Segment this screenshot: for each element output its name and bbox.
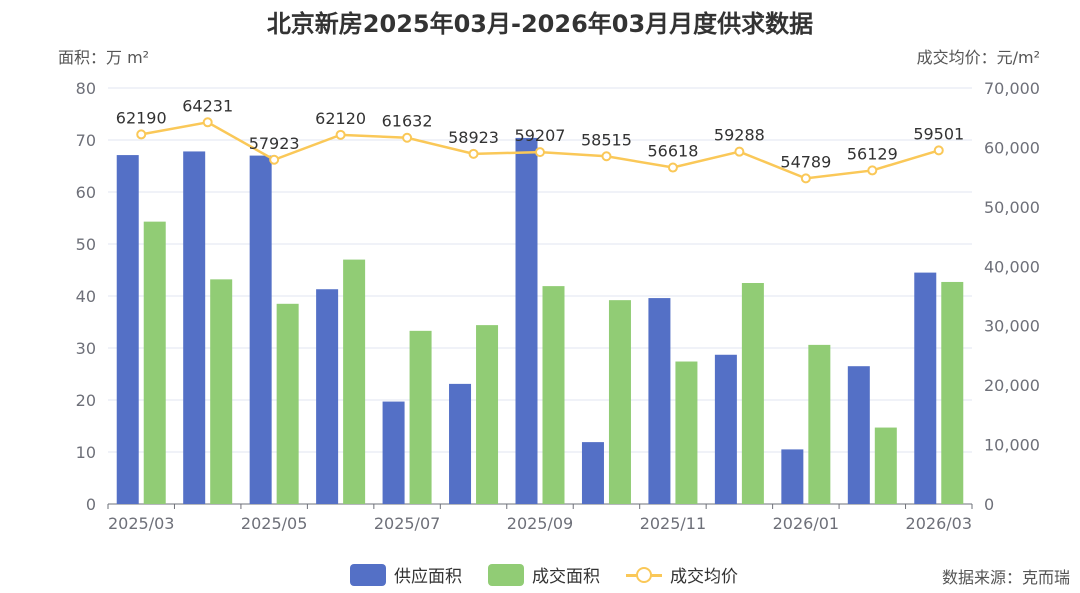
legend-label-avg-price: 成交均价 [670, 567, 738, 587]
x-axis-tick-label: 2025/07 [374, 514, 440, 533]
price-data-label: 56129 [847, 144, 898, 163]
price-point [535, 147, 545, 158]
price-point [202, 117, 213, 128]
legend-swatch-avg-price [626, 564, 662, 586]
data-source-note: 数据来源：克而瑞 [941, 568, 1070, 587]
bar-supply [914, 272, 937, 504]
price-point [667, 162, 678, 173]
x-axis-tick-label: 2025/09 [507, 514, 573, 533]
legend-item-supply[interactable]: 供应面积 [350, 562, 462, 587]
price-point [734, 146, 745, 157]
bar-supply [581, 442, 604, 504]
bar-deal-area [608, 300, 631, 504]
price-data-label: 59207 [515, 126, 566, 145]
bar-deal-area [143, 221, 166, 504]
bar-deal-area [542, 286, 565, 504]
x-axis-tick-label: 2025/03 [108, 514, 174, 533]
bar-deal-area [675, 361, 698, 504]
right-axis-tick-label: 50,000 [984, 198, 1040, 217]
price-point [335, 129, 346, 140]
bar-supply [714, 354, 737, 504]
right-axis-tick-label: 30,000 [984, 317, 1040, 336]
bar-deal-area [874, 427, 897, 504]
bar-supply [449, 383, 472, 504]
left-axis-tick-label: 70 [76, 131, 96, 150]
price-data-label: 59501 [913, 124, 964, 143]
bar-deal-area [808, 344, 831, 504]
left-axis-tick-label: 20 [76, 391, 96, 410]
price-data-label: 57923 [249, 134, 300, 153]
bar-supply [781, 449, 804, 504]
price-point [468, 148, 479, 159]
right-axis-tick-label: 10,000 [984, 436, 1040, 455]
legend-label-deal-area: 成交面积 [532, 567, 600, 587]
left-axis-tick-label: 60 [76, 183, 96, 202]
legend-swatch-deal-area [488, 563, 524, 586]
bar-deal-area [210, 279, 233, 504]
chart-legend: 供应面积 成交面积 成交均价 [350, 562, 764, 587]
price-data-label: 61632 [382, 112, 433, 131]
bar-supply [648, 298, 671, 504]
price-data-label: 58923 [448, 128, 499, 147]
x-axis-tick-label: 2025/11 [640, 514, 706, 533]
bar-supply [382, 401, 405, 504]
price-point [269, 154, 280, 165]
left-axis-tick-label: 10 [76, 443, 96, 462]
price-point [867, 165, 878, 176]
legend-swatch-supply [350, 563, 386, 586]
price-point [402, 132, 413, 143]
left-axis-tick-label: 30 [76, 339, 96, 358]
left-axis-unit: 面积：万 m² [58, 48, 150, 67]
chart-title: 北京新房2025年03月-2026年03月月度供求数据 [266, 10, 814, 38]
x-axis-tick-label: 2026/01 [773, 514, 839, 533]
x-axis-tick-label: 2026/03 [906, 514, 972, 533]
bar-deal-area [409, 330, 432, 504]
right-axis-tick-label: 20,000 [984, 376, 1040, 395]
bar-deal-area [941, 281, 964, 504]
bar-supply [116, 155, 139, 504]
right-axis-tick-label: 40,000 [984, 257, 1040, 276]
bar-supply [183, 151, 206, 504]
price-point [601, 151, 612, 162]
price-point [800, 173, 811, 184]
price-data-label: 54789 [780, 152, 831, 171]
right-axis-tick-label: 60,000 [984, 138, 1040, 157]
left-axis-tick-label: 50 [76, 235, 96, 254]
bar-supply [316, 289, 339, 504]
x-axis-tick-label: 2025/05 [241, 514, 307, 533]
bar-deal-area [276, 303, 299, 504]
bar-deal-area [343, 259, 366, 504]
price-data-label: 62120 [315, 109, 366, 128]
price-data-label: 62190 [116, 108, 167, 127]
left-axis-tick-label: 80 [76, 79, 96, 98]
right-axis-unit: 成交均价：元/m² [916, 48, 1040, 67]
bar-supply [515, 137, 538, 505]
bar-deal-area [476, 325, 499, 504]
price-data-label: 58515 [581, 130, 632, 149]
right-axis-tick-label: 0 [984, 495, 994, 514]
legend-item-deal-area[interactable]: 成交面积 [488, 562, 600, 587]
left-axis-tick-label: 0 [86, 495, 96, 514]
price-data-label: 64231 [182, 96, 233, 115]
price-data-label: 59288 [714, 126, 765, 145]
right-axis-tick-label: 70,000 [984, 79, 1040, 98]
legend-item-avg-price[interactable]: 成交均价 [626, 562, 738, 587]
bar-supply [249, 155, 272, 504]
price-point [933, 145, 944, 156]
left-axis-tick-label: 40 [76, 287, 96, 306]
bar-deal-area [741, 283, 764, 504]
bar-supply [847, 366, 870, 504]
price-point [136, 129, 147, 140]
legend-label-supply: 供应面积 [394, 567, 462, 587]
price-data-label: 56618 [647, 142, 698, 161]
